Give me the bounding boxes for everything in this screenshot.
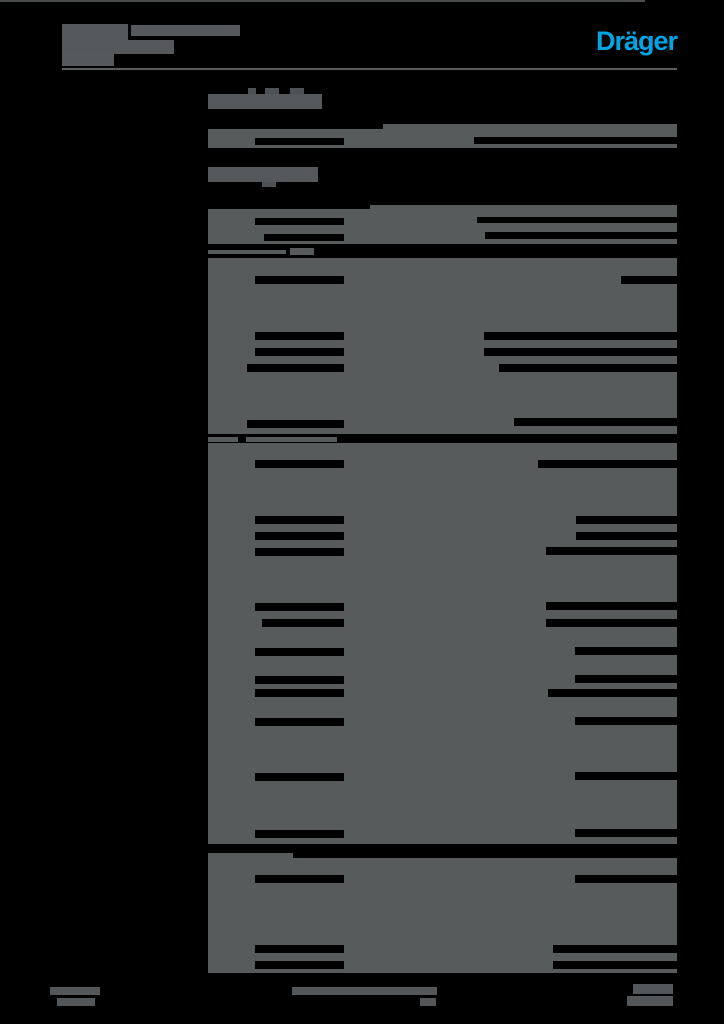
redaction-bar — [255, 276, 344, 284]
redaction-bar — [255, 332, 344, 340]
redaction-strip — [208, 250, 286, 254]
redaction-bar — [575, 675, 677, 683]
redaction-bar — [208, 148, 677, 150]
redaction-bar — [247, 420, 344, 428]
redaction-bar — [255, 218, 344, 225]
redaction-bar — [255, 532, 344, 540]
heading-1-cap-a — [248, 88, 256, 94]
redaction-bar — [208, 205, 370, 209]
redaction-bar — [576, 532, 677, 540]
redaction-bar — [621, 276, 677, 284]
redaction-bar — [474, 137, 677, 144]
table-5 — [208, 858, 677, 976]
trademark-icon: ® — [666, 48, 672, 55]
redaction-bar — [255, 460, 344, 468]
table-2 — [208, 205, 677, 246]
redaction-bar — [262, 619, 344, 627]
footer-left-text — [50, 987, 100, 995]
heading-1-cap-b — [265, 88, 279, 94]
table-4 — [208, 443, 677, 847]
redaction-bar — [485, 232, 677, 239]
footer-right-text — [627, 996, 673, 1006]
footer-center-text — [292, 987, 437, 995]
redaction-bar — [247, 364, 344, 372]
redaction-bar — [255, 961, 344, 969]
redaction-bar — [208, 844, 677, 847]
table-3 — [208, 258, 677, 437]
redaction-bar — [575, 875, 677, 883]
redaction-bar — [264, 234, 344, 241]
redaction-bar — [553, 945, 677, 953]
redaction-bar — [255, 138, 344, 145]
redaction-strip — [208, 853, 293, 858]
heading-1-cap-c — [290, 88, 304, 94]
redaction-bar — [484, 332, 677, 340]
redaction-bar — [548, 689, 677, 697]
redaction-bar — [208, 244, 677, 246]
header-divider — [62, 68, 677, 70]
redaction-bar — [255, 718, 344, 726]
redaction-strip — [208, 437, 238, 442]
redaction-bar — [553, 961, 677, 969]
redaction-strip — [290, 248, 314, 255]
redaction-bar — [255, 348, 344, 356]
redaction-bar — [255, 676, 344, 684]
redaction-bar — [255, 773, 344, 781]
redaction-bar — [575, 647, 677, 655]
redaction-bar — [575, 717, 677, 725]
redaction-bar — [255, 945, 344, 953]
footer-center-text-line-2 — [420, 998, 436, 1006]
header-title-line-1 — [62, 24, 128, 40]
redaction-bar — [208, 124, 383, 129]
header-title-line-2 — [62, 40, 174, 54]
header-title-line-3 — [62, 52, 114, 66]
redaction-strip — [246, 437, 337, 442]
redaction-bar — [576, 516, 677, 524]
heading-2-descender — [262, 182, 276, 187]
redaction-bar — [575, 772, 677, 780]
redaction-bar — [477, 217, 677, 223]
redaction-bar — [546, 547, 677, 555]
redaction-bar — [255, 548, 344, 556]
redaction-bar — [255, 689, 344, 697]
redaction-bar — [255, 603, 344, 611]
redaction-bar — [484, 348, 677, 356]
redaction-bar — [538, 460, 677, 468]
header-subtitle — [131, 25, 240, 36]
redaction-bar — [514, 418, 677, 426]
footer-page-number — [633, 984, 673, 994]
redaction-bar — [546, 602, 677, 610]
redaction-bar — [208, 434, 677, 437]
footer-divider — [0, 0, 645, 2]
redaction-bar — [499, 364, 677, 372]
redaction-bar — [255, 875, 344, 883]
table-1 — [208, 124, 677, 150]
redaction-bar — [255, 516, 344, 524]
redaction-bar — [575, 829, 677, 837]
redaction-bar — [255, 648, 344, 656]
drager-logo: Dräger — [596, 26, 678, 56]
redaction-bar — [255, 830, 344, 838]
redaction-bar — [546, 619, 677, 627]
redaction-bar — [208, 973, 677, 976]
footer-left-text-line-2 — [57, 998, 95, 1006]
